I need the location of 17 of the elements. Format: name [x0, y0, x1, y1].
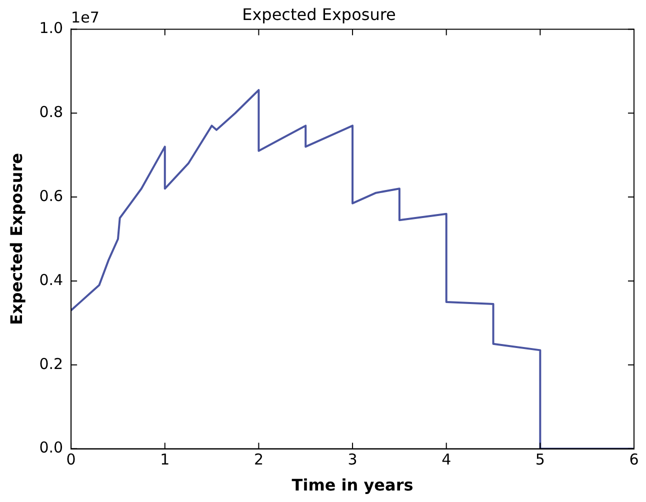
- x-tick-label: 1: [160, 450, 170, 469]
- x-tick-label: 6: [629, 450, 639, 469]
- x-tick-label: 3: [348, 450, 358, 469]
- x-tick-label: 2: [254, 450, 264, 469]
- text: 1e7: [71, 8, 100, 27]
- y-tick-label: 0.0: [39, 438, 64, 457]
- chart-title: Expected Exposure: [242, 4, 396, 24]
- y-tick-label: 0.6: [39, 186, 64, 205]
- y-tick-label: 1.0: [39, 19, 64, 38]
- x-axis-title: Time in years: [292, 476, 414, 495]
- x-tick-label: 4: [442, 450, 452, 469]
- y-tick-label: 0.8: [39, 103, 64, 122]
- x-tick-label: 0: [66, 450, 76, 469]
- y-axis-title: Expected Exposure: [6, 152, 26, 325]
- y-tick-label: 0.2: [39, 354, 64, 373]
- y-tick-label: 0.4: [39, 270, 64, 289]
- x-tick-label: 5: [535, 450, 545, 469]
